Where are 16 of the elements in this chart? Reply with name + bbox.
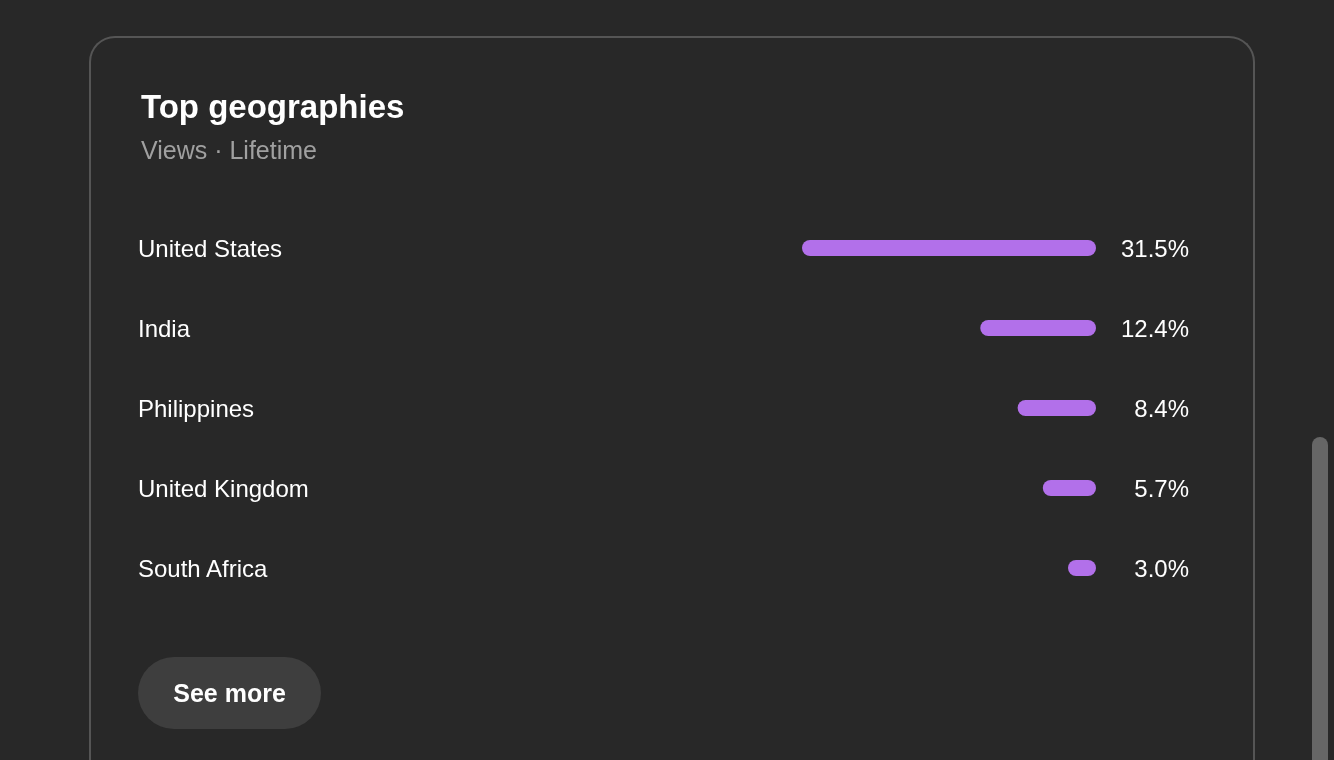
data-label: 5.7%	[1134, 474, 1189, 502]
y-tick-label: India	[138, 314, 191, 342]
bar	[802, 240, 1096, 256]
data-label: 12.4%	[1120, 314, 1189, 342]
button[interactable]: See more	[138, 657, 321, 729]
y-tick-label: United Kingdom	[138, 474, 309, 502]
text: Top geographies	[141, 88, 405, 125]
data-label: 31.5%	[1120, 234, 1189, 262]
y-tick-label: Philippines	[138, 394, 255, 422]
data-label: 8.4%	[1134, 394, 1189, 422]
bar	[980, 320, 1096, 336]
y-tick-label: South Africa	[138, 554, 269, 582]
data-label: 3.0%	[1134, 554, 1189, 582]
y-tick-label: United States	[138, 234, 283, 262]
text: Views · Lifetime	[141, 135, 317, 164]
bar	[1017, 400, 1096, 416]
